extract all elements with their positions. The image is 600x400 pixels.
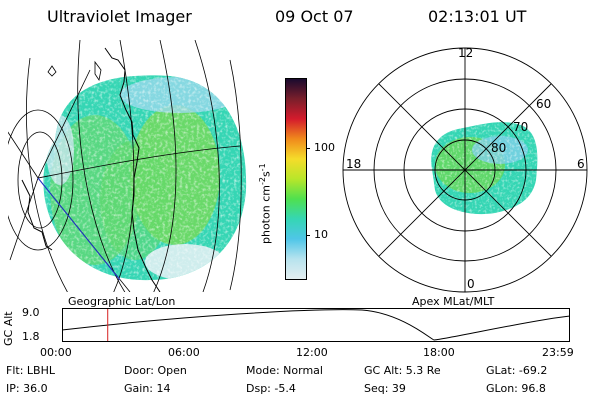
mlat-label-60: 60 — [536, 97, 552, 111]
orbit-timeline — [62, 308, 570, 342]
colorbar — [285, 78, 307, 280]
polar-aurora — [431, 122, 538, 215]
filter-value: Flt: LBHL — [6, 364, 55, 377]
colorbar-label-100: 100 — [314, 141, 335, 154]
mlt-label-0: 0 — [467, 277, 475, 291]
timeline-tick-3: 18:00 — [423, 346, 455, 359]
timeline-frame — [62, 308, 570, 342]
door-value: Door: Open — [124, 364, 187, 377]
seq-value: Seq: 39 — [364, 382, 406, 395]
geo-map-label: Geographic Lat/Lon — [68, 295, 176, 308]
glat-value: GLat: -69.2 — [486, 364, 548, 377]
ip-value: IP: 36.0 — [6, 382, 48, 395]
mlat-label-70: 70 — [513, 120, 529, 134]
instrument-title: Ultraviolet Imager — [47, 7, 192, 26]
timeline-ymin: 1.8 — [22, 330, 40, 343]
orbit-altitude-curve — [62, 309, 570, 341]
colorbar-label-10: 10 — [314, 228, 328, 241]
colorbar-unit-label: photon cm-2s-1 — [258, 163, 273, 244]
time-label: 02:13:01 UT — [428, 7, 527, 26]
mlt-label-12: 12 — [458, 46, 474, 60]
glon-value: GLon: 96.8 — [486, 382, 546, 395]
polar-label: Apex MLat/MLT — [412, 295, 495, 308]
colorbar-gradient — [286, 79, 306, 279]
polar-plot — [342, 47, 588, 293]
timeline-tick-1: 06:00 — [168, 346, 200, 359]
mode-value: Mode: Normal — [246, 364, 323, 377]
colorbar-tick-100 — [306, 148, 310, 149]
colorbar-tick-10 — [306, 235, 310, 236]
mlat-label-80: 80 — [491, 141, 507, 155]
timeline-ylabel: GC Alt — [2, 311, 15, 346]
dsp-value: Dsp: -5.4 — [246, 382, 296, 395]
gc-alt-value: GC Alt: 5.3 Re — [364, 364, 441, 377]
timeline-ymax: 9.0 — [22, 306, 40, 319]
timeline-tick-2: 12:00 — [296, 346, 328, 359]
mlt-label-6: 6 — [577, 157, 585, 171]
aurora-image — [43, 75, 247, 281]
geographic-map — [8, 40, 247, 292]
timeline-tick-0: 00:00 — [40, 346, 72, 359]
gain-value: Gain: 14 — [124, 382, 171, 395]
timeline-tick-4: 23:59 — [542, 346, 574, 359]
date-label: 09 Oct 07 — [275, 7, 354, 26]
mlt-label-18: 18 — [346, 157, 362, 171]
